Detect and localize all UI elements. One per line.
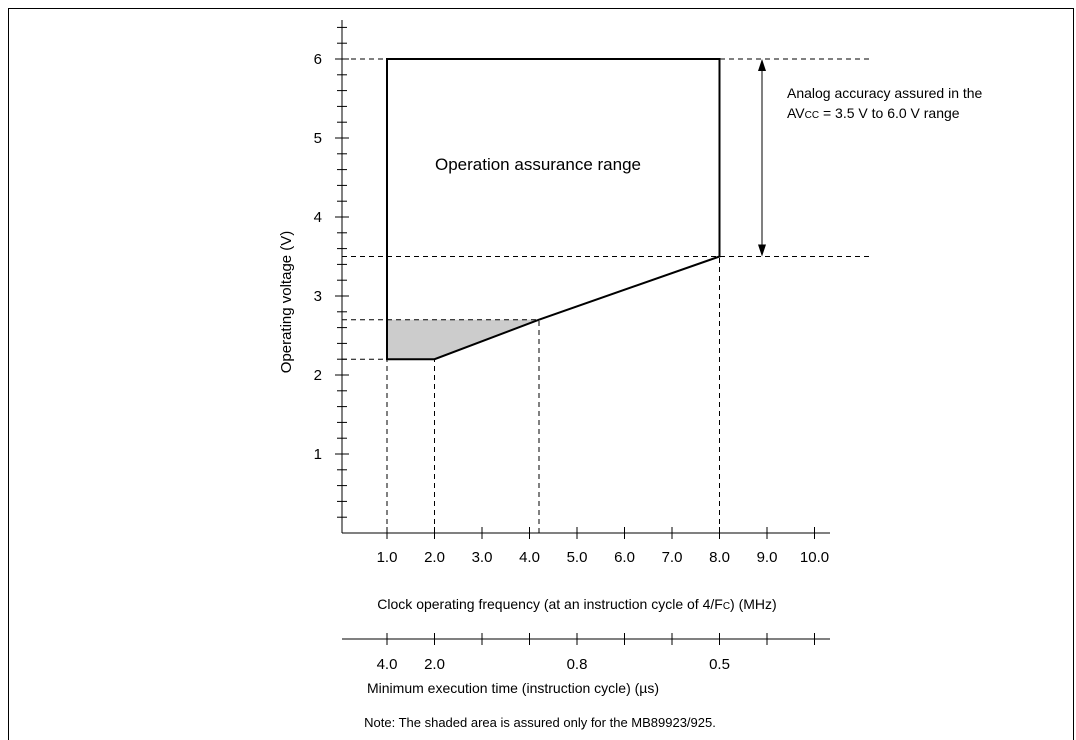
y-tick-label: 3 xyxy=(314,288,322,305)
figure-note: Note: The shaded area is assured only fo… xyxy=(364,715,716,730)
x-tick-label: 6.0 xyxy=(614,549,635,566)
figure-frame xyxy=(8,8,1074,740)
x-tick-label: 7.0 xyxy=(662,549,683,566)
y-tick-label: 4 xyxy=(314,209,322,226)
x-tick-label: 10.0 xyxy=(800,549,829,566)
y-tick-label: 2 xyxy=(314,367,322,384)
operation-range-boundary xyxy=(386,58,721,361)
secondary-tick-label: 2.0 xyxy=(424,656,445,673)
x-tick-label: 5.0 xyxy=(567,549,588,566)
secondary-axis-title: Minimum execution time (instruction cycl… xyxy=(367,680,659,696)
x-tick-label: 9.0 xyxy=(757,549,778,566)
annotation-line2: AVCC = 3.5 V to 6.0 V range xyxy=(787,105,960,121)
operation-range-label: Operation assurance range xyxy=(435,155,641,174)
x-tick-label: 8.0 xyxy=(709,549,730,566)
arrow-head-up xyxy=(758,59,766,71)
y-axis-title: Operating voltage (V) xyxy=(278,231,295,374)
x-tick-label: 1.0 xyxy=(377,549,398,566)
shaded-region xyxy=(387,319,539,360)
y-tick-label: 5 xyxy=(314,130,322,147)
x-tick-label: 4.0 xyxy=(519,549,540,566)
x-tick-label: 3.0 xyxy=(472,549,493,566)
secondary-tick-label: 4.0 xyxy=(377,656,398,673)
x-tick-label: 2.0 xyxy=(424,549,445,566)
arrow-head-down xyxy=(758,244,766,257)
y-tick-label: 1 xyxy=(314,446,322,463)
x-axis-title: Clock operating frequency (at an instruc… xyxy=(377,596,776,612)
secondary-tick-label: 0.5 xyxy=(709,656,730,673)
annotation-line1: Analog accuracy assured in the xyxy=(787,85,983,101)
secondary-tick-label: 0.8 xyxy=(567,656,588,673)
y-tick-label: 6 xyxy=(314,51,322,68)
